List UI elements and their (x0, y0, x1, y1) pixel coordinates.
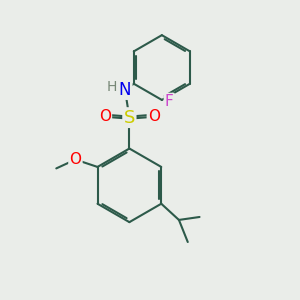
Text: O: O (148, 109, 160, 124)
Text: H: H (106, 80, 117, 94)
Text: O: O (99, 109, 111, 124)
Text: N: N (119, 81, 131, 99)
Text: F: F (165, 94, 174, 109)
Text: O: O (69, 152, 81, 167)
Text: S: S (124, 109, 135, 127)
